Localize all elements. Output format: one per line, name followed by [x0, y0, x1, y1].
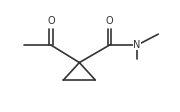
- Text: O: O: [47, 16, 55, 26]
- Text: N: N: [133, 40, 141, 50]
- Text: O: O: [106, 16, 113, 26]
